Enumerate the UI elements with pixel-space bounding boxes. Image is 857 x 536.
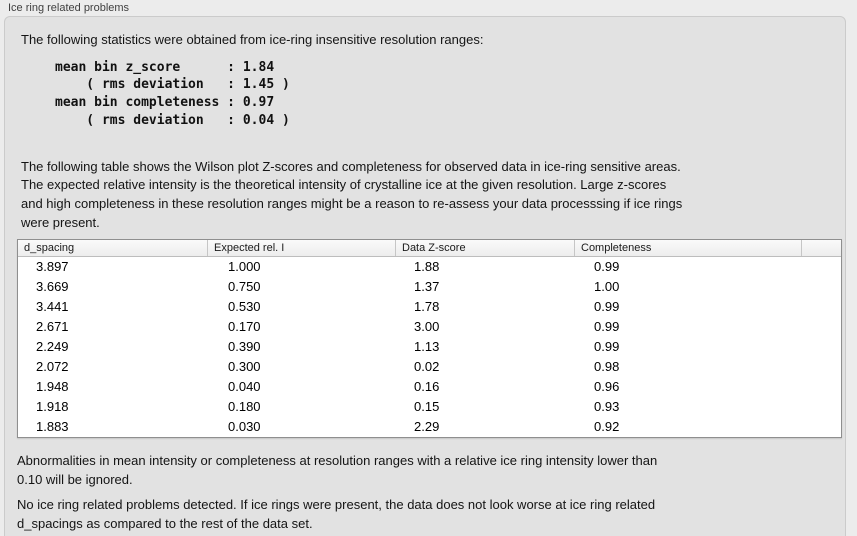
table-cell: 1.000 xyxy=(228,258,261,274)
table-cell-empty xyxy=(801,297,841,317)
table-row[interactable]: 1.883 0.030 2.29 0.92 xyxy=(18,417,841,437)
table-cell: 0.99 xyxy=(594,338,620,354)
column-header-completeness[interactable]: Completeness xyxy=(574,239,801,256)
column-header-empty xyxy=(801,239,841,256)
table-cell: 0.99 xyxy=(594,318,620,334)
table-cell: 0.02 xyxy=(414,358,440,374)
column-header-expected-rel-i[interactable]: Expected rel. I xyxy=(207,239,395,256)
ice-ring-panel: The following statistics were obtained f… xyxy=(4,16,846,536)
table-cell: 1.883 xyxy=(36,418,69,434)
table-cell: 2.072 xyxy=(36,358,69,374)
table-cell: 3.441 xyxy=(36,298,69,314)
table-cell: 0.390 xyxy=(228,338,261,354)
table-row[interactable]: 2.249 0.390 1.13 0.99 xyxy=(18,337,841,357)
table-row[interactable]: 3.897 1.000 1.88 0.99 xyxy=(18,257,841,277)
table-cell: 1.00 xyxy=(594,278,620,294)
table-body: 3.897 1.000 1.88 0.99 3.669 0.750 1.37 1.00 3.44… xyxy=(18,257,841,437)
table-cell: 0.92 xyxy=(594,418,620,434)
table-cell-empty xyxy=(801,397,841,417)
table-cell-empty xyxy=(801,337,841,357)
table-cell: 1.948 xyxy=(36,378,69,394)
table-cell: 0.300 xyxy=(228,358,261,374)
ice-ring-table: d_spacing Expected rel. I Data Z-score C… xyxy=(17,238,842,438)
table-cell: 3.897 xyxy=(36,258,69,274)
stats-block: mean bin z_score : 1.84 ( rms deviation … xyxy=(55,59,290,128)
table-cell: 0.750 xyxy=(228,278,261,294)
table-cell: 3.00 xyxy=(414,318,440,334)
table-row[interactable]: 3.441 0.530 1.78 0.99 xyxy=(18,297,841,317)
ignore-note-text: Abnormalities in mean intensity or compl… xyxy=(17,452,658,487)
table-row[interactable]: 1.918 0.180 0.15 0.93 xyxy=(18,397,841,417)
table-description-text: The following table shows the Wilson plo… xyxy=(21,158,683,230)
table-row[interactable]: 2.671 0.170 3.00 0.99 xyxy=(18,317,841,337)
table-cell: 0.180 xyxy=(228,398,261,414)
table-cell-empty xyxy=(801,377,841,397)
table-cell-empty xyxy=(801,257,841,277)
table-cell: 0.15 xyxy=(414,398,440,414)
intro-text: The following statistics were obtained f… xyxy=(21,32,484,47)
table-cell: 0.530 xyxy=(228,298,261,314)
table-header-row: d_spacing Expected rel. I Data Z-score C… xyxy=(18,239,841,257)
table-cell: 0.93 xyxy=(594,398,620,414)
table-cell: 2.671 xyxy=(36,318,69,334)
conclusion-text: No ice ring related problems detected. I… xyxy=(17,496,656,531)
table-cell-empty xyxy=(801,317,841,337)
table-cell: 0.170 xyxy=(228,318,261,334)
table-cell: 0.96 xyxy=(594,378,620,394)
table-cell-empty xyxy=(801,357,841,377)
table-cell: 1.918 xyxy=(36,398,69,414)
table-cell: 2.29 xyxy=(414,418,440,434)
table-cell-empty xyxy=(801,277,841,297)
table-row[interactable]: 2.072 0.300 0.02 0.98 xyxy=(18,357,841,377)
groupbox-title: Ice ring related problems xyxy=(8,2,130,14)
column-header-data-z-score[interactable]: Data Z-score xyxy=(395,239,574,256)
column-header-d-spacing[interactable]: d_spacing xyxy=(24,241,75,254)
table-cell: 1.88 xyxy=(414,258,440,274)
table-cell: 0.98 xyxy=(594,358,620,374)
table-cell: 3.669 xyxy=(36,278,69,294)
table-cell: 1.13 xyxy=(414,338,440,354)
table-cell: 0.040 xyxy=(228,378,261,394)
table-row[interactable]: 1.948 0.040 0.16 0.96 xyxy=(18,377,841,397)
table-cell: 1.37 xyxy=(414,278,440,294)
table-cell: 0.99 xyxy=(594,258,620,274)
table-cell: 0.99 xyxy=(594,298,620,314)
table-cell-empty xyxy=(801,417,841,437)
table-cell: 0.16 xyxy=(414,378,440,394)
table-row[interactable]: 3.669 0.750 1.37 1.00 xyxy=(18,277,841,297)
table-cell: 1.78 xyxy=(414,298,440,314)
table-cell: 2.249 xyxy=(36,338,69,354)
table-cell: 0.030 xyxy=(228,418,261,434)
